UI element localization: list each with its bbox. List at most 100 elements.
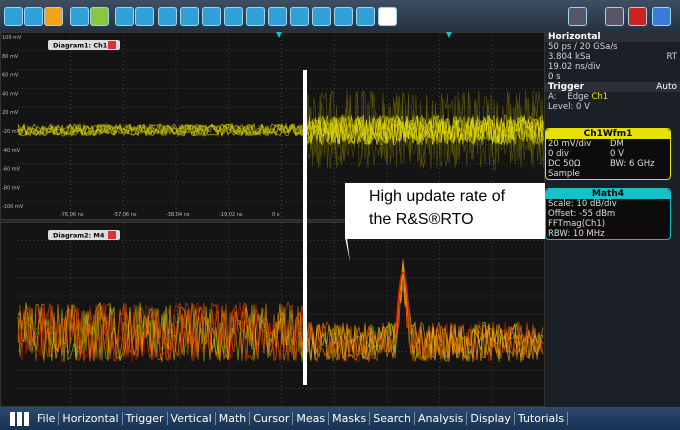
diagram-tab-label: Diagram2: M4 [53, 232, 105, 240]
tool-button[interactable] [312, 7, 331, 26]
box-text: RBW: 10 MHz [548, 229, 605, 239]
y-label: -100 mV [2, 204, 24, 210]
spectrum-peak [395, 271, 411, 333]
spectrum [17, 301, 305, 362]
box-text: Offset: -55 dBm [548, 209, 616, 219]
spectrum [304, 269, 544, 362]
box-text: FFTmag(Ch1) [548, 219, 606, 229]
panel-text: Edge [567, 92, 589, 102]
panel-header: Horizontal [545, 32, 680, 42]
tool-button[interactable] [246, 7, 265, 26]
x-label: -76.06 ns [60, 212, 84, 218]
x-label: -38.04 ns [166, 212, 190, 218]
hist-button[interactable] [135, 7, 154, 26]
menu-item[interactable]: Cursor [250, 412, 294, 425]
menu-item[interactable]: Horizontal [59, 412, 123, 425]
y-label: 100 mV [2, 35, 22, 41]
spectrum [304, 262, 544, 363]
y-label: 60 mV [2, 73, 19, 79]
y-label: -40 mV [2, 148, 21, 154]
hd-button[interactable] [628, 7, 647, 26]
open-button[interactable] [70, 7, 89, 26]
diagram-tab [48, 230, 120, 240]
menu-item[interactable]: Vertical [168, 412, 216, 425]
menu-item[interactable]: Trigger [123, 412, 168, 425]
box-text: Scale: 10 dB/div [548, 199, 617, 209]
tool-button[interactable] [224, 7, 243, 26]
waveform [17, 122, 305, 138]
tool-button[interactable] [356, 7, 375, 26]
box-text: 0 div [548, 149, 569, 159]
diagram-tab-label: Diagram1: Ch1 [53, 42, 108, 50]
tool-button[interactable] [290, 7, 309, 26]
menu-item[interactable]: Search [370, 412, 416, 425]
panel-text: Ch1 [591, 92, 609, 102]
y-label: 20 mV [2, 110, 19, 116]
box-title: Math4 [546, 189, 670, 199]
tool-button[interactable] [268, 7, 287, 26]
panel-text: RT [666, 52, 677, 62]
toolbar [0, 0, 680, 32]
save-button[interactable] [90, 7, 109, 26]
diagram-tab [48, 40, 120, 50]
panel-text: 50 ps / 20 GSa/s [548, 42, 618, 52]
apps-icon[interactable] [10, 411, 30, 426]
y-label: -80 mV [2, 185, 21, 191]
panel-text: 19.02 ns/div [548, 62, 601, 72]
tool-button[interactable] [202, 7, 221, 26]
waveform [17, 122, 305, 138]
box-text: Sample [548, 169, 580, 179]
trigger-marker [446, 32, 452, 38]
tool-button[interactable] [158, 7, 177, 26]
waveform [304, 114, 544, 145]
panel-text: Level: 0 V [548, 102, 590, 112]
settings-button[interactable] [568, 7, 587, 26]
help-button[interactable] [44, 7, 63, 26]
menu-bar: File Horizontal Trigger Vertical Math Cursor M… [0, 407, 680, 430]
menu-item[interactable]: Meas [293, 412, 330, 425]
menu-item[interactable]: Tutorials [515, 412, 569, 425]
logo-button[interactable] [652, 7, 671, 26]
callout-text: High update rate of [369, 188, 506, 205]
box-text: BW: 6 GHz [610, 159, 655, 169]
box-title: Ch1Wfm1 [546, 129, 670, 139]
panel-text: Auto [656, 82, 677, 92]
menu-item[interactable]: Display [467, 412, 515, 425]
delete-button[interactable] [378, 7, 397, 26]
tool-button[interactable] [180, 7, 199, 26]
box-text: DC 50Ω [548, 159, 581, 169]
signal-button[interactable] [605, 7, 624, 26]
ch1-box[interactable]: Ch1Wfm1 20 mV/div DM 0 div 0 V DC 50Ω BW: 6… [545, 128, 671, 180]
zoom-button[interactable] [115, 7, 134, 26]
y-label: -20 mV [2, 129, 21, 135]
menu-item[interactable]: File [34, 412, 60, 425]
callout-text: the R&S®RTO [369, 211, 474, 228]
math4-box[interactable]: Math4 Scale: 10 dB/div Offset: -55 dBm F… [545, 188, 671, 240]
undo-button[interactable] [4, 7, 23, 26]
waveform [304, 114, 544, 146]
redo-button[interactable] [24, 7, 43, 26]
panel-text: 3.804 kSa [548, 52, 591, 62]
panel-header: Trigger [548, 82, 585, 92]
menu-item[interactable]: Masks [329, 412, 371, 425]
y-label: 40 mV [2, 91, 19, 97]
x-label: -19.02 ns [219, 212, 243, 218]
box-text: 20 mV/div [548, 139, 592, 149]
scope-display: 100 mV 80 mV 60 mV 40 mV 20 mV -20 mV -40 mV -6… [0, 32, 545, 407]
x-label: -57.06 ns [113, 212, 137, 218]
menu-item[interactable]: Math [216, 412, 251, 425]
side-panel: Horizontal 50 ps / 20 GSa/s 3.804 kSa RT … [545, 32, 680, 407]
panel-text: 0 s [548, 72, 561, 82]
y-label: -60 mV [2, 167, 21, 173]
close-button[interactable] [108, 41, 116, 49]
spectrum [17, 302, 305, 362]
x-label: 0 s [272, 212, 280, 218]
close-button[interactable] [108, 231, 116, 239]
box-text: DM [610, 139, 624, 149]
trigger-marker [276, 32, 282, 38]
callout: High update rate of the R&S®RTO [345, 183, 545, 239]
tool-button[interactable] [334, 7, 353, 26]
panel-text: A: [548, 92, 557, 102]
menu-item[interactable]: Analysis [415, 412, 468, 425]
